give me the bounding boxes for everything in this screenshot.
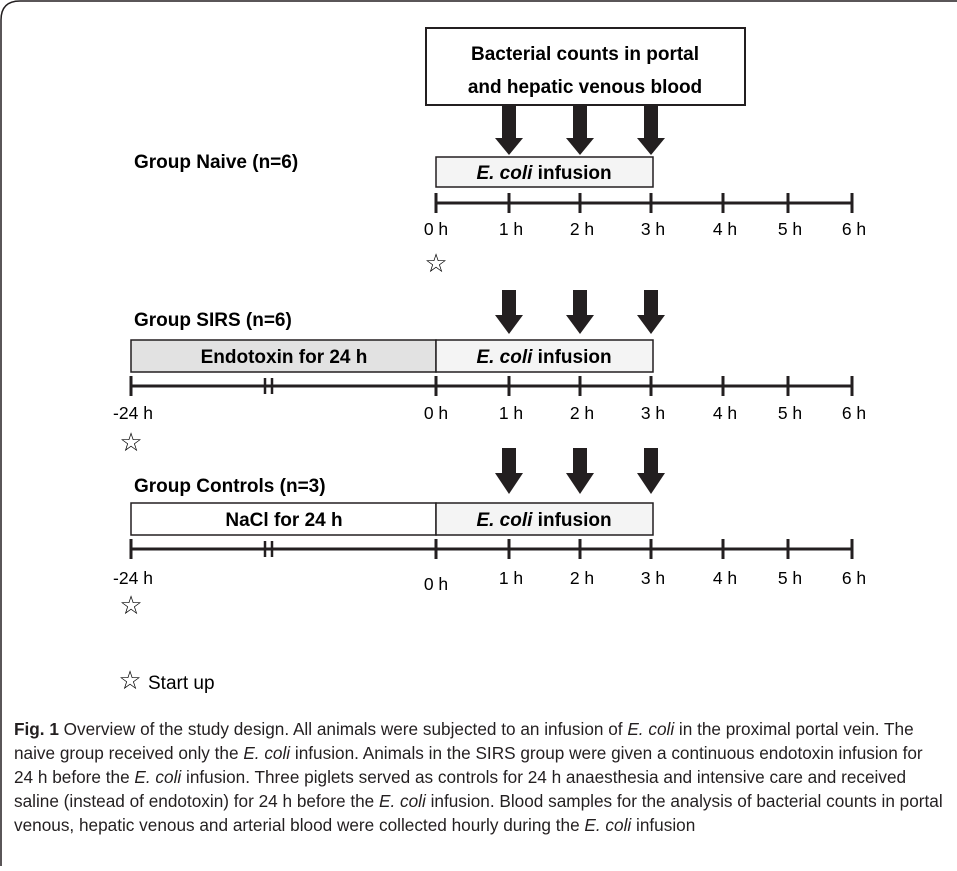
naive-tick-label-2h: 2 h xyxy=(570,219,594,239)
caption-italic-3: E. coli xyxy=(134,767,182,787)
controls-infusion-label: E. coli infusion xyxy=(476,510,611,531)
controls-arrow-1h xyxy=(495,448,523,494)
sirs-endotoxin-bar xyxy=(130,339,437,373)
sirs-tick-label-3h: 3 h xyxy=(641,403,665,423)
group-sirs-title: Group SIRS (n=6) xyxy=(134,310,292,331)
controls-nacl-label: NaCl for 24 h xyxy=(225,510,342,531)
naive-infusion-bar xyxy=(435,156,654,188)
caption-italic-2: E. coli xyxy=(243,743,291,763)
caption-italic-4: E. coli xyxy=(379,791,426,811)
sirs-endotoxin-label: Endotoxin for 24 h xyxy=(201,347,368,368)
sirs-tick-label-6h: 6 h xyxy=(842,403,866,423)
caption-text-5: infusion. Blood samples for the analysis… xyxy=(14,791,943,835)
controls-tick-label-5h: 5 h xyxy=(778,568,802,588)
sirs-infusion-label: E. coli infusion xyxy=(476,347,611,368)
caption-fig-label: Fig. 1 xyxy=(14,719,59,739)
figure-caption: Fig. 1 Overview of the study design. All… xyxy=(14,717,944,837)
sirs-arrow-1h xyxy=(495,290,523,334)
caption-text-2: in the proximal portal vein. The naive g… xyxy=(14,719,914,763)
naive-start-star-icon: ☆ xyxy=(424,248,447,278)
sirs-tick-label-1h: 1 h xyxy=(499,403,523,423)
naive-arrow-1h xyxy=(495,106,523,155)
bacterial-counts-box xyxy=(425,27,746,106)
naive-infusion-label: E. coli infusion xyxy=(476,163,611,184)
group-sirs: Group SIRS (n=6) Endotoxin for 24 h E. c… xyxy=(113,290,866,457)
naive-tick-label-6h: 6 h xyxy=(842,219,866,239)
sirs-arrow-2h xyxy=(566,290,594,334)
naive-tick-label-1h: 1 h xyxy=(499,219,523,239)
caption-italic-5: E. coli xyxy=(584,815,632,835)
controls-tick-label-1h: 1 h xyxy=(499,568,523,588)
controls-tick-label-4h: 4 h xyxy=(713,568,737,588)
sirs-axis-ticks xyxy=(129,376,854,396)
caption-text-3: infusion. Animals in the SIRS group were… xyxy=(14,743,923,787)
naive-tick-label-0h: 0 h xyxy=(424,219,448,239)
sirs-tick-label-minus24h: -24 h xyxy=(113,403,153,423)
controls-tick-label-minus24h: -24 h xyxy=(113,568,153,588)
controls-axis-break xyxy=(263,541,274,557)
caption-text-6: infusion xyxy=(631,815,696,835)
naive-arrow-3h xyxy=(637,106,665,155)
controls-tick-label-0h: 0 h xyxy=(424,574,448,594)
controls-infusion-bar xyxy=(435,502,654,536)
sirs-infusion-bar xyxy=(435,339,654,373)
bacterial-counts-line1: Bacterial counts in portal xyxy=(471,44,699,65)
sirs-arrow-3h xyxy=(637,290,665,334)
bacterial-counts-line2: and hepatic venous blood xyxy=(468,77,702,98)
sirs-axis-break xyxy=(263,378,274,394)
legend: ☆ Start up xyxy=(118,665,214,695)
naive-axis-ticks xyxy=(434,193,854,213)
sirs-tick-label-4h: 4 h xyxy=(713,403,737,423)
naive-tick-label-4h: 4 h xyxy=(713,219,737,239)
sirs-start-star-icon: ☆ xyxy=(119,427,142,457)
group-naive-title: Group Naive (n=6) xyxy=(134,152,298,173)
controls-start-star-icon: ☆ xyxy=(119,590,142,620)
controls-arrow-3h xyxy=(637,448,665,494)
controls-tick-label-6h: 6 h xyxy=(842,568,866,588)
naive-tick-label-5h: 5 h xyxy=(778,219,802,239)
controls-arrow-2h xyxy=(566,448,594,494)
caption-italic-1: E. coli xyxy=(627,719,675,739)
caption-text-1: Overview of the study design. All animal… xyxy=(58,719,628,739)
controls-axis-ticks xyxy=(129,539,854,559)
controls-tick-label-3h: 3 h xyxy=(641,568,665,588)
group-controls-title: Group Controls (n=3) xyxy=(134,476,326,497)
caption-text-4: infusion. Three piglets served as contro… xyxy=(14,767,907,811)
sirs-tick-label-0h: 0 h xyxy=(424,403,448,423)
sirs-tick-label-5h: 5 h xyxy=(778,403,802,423)
legend-star-icon: ☆ xyxy=(118,665,141,695)
controls-tick-label-2h: 2 h xyxy=(570,568,594,588)
naive-arrow-2h xyxy=(566,106,594,155)
group-controls: Group Controls (n=3) NaCl for 24 h E. co… xyxy=(113,448,866,620)
sirs-tick-label-2h: 2 h xyxy=(570,403,594,423)
legend-star-label: Start up xyxy=(148,673,215,694)
group-naive: Group Naive (n=6) E. coli infusion 0 h 1… xyxy=(134,106,866,278)
naive-tick-label-3h: 3 h xyxy=(641,219,665,239)
